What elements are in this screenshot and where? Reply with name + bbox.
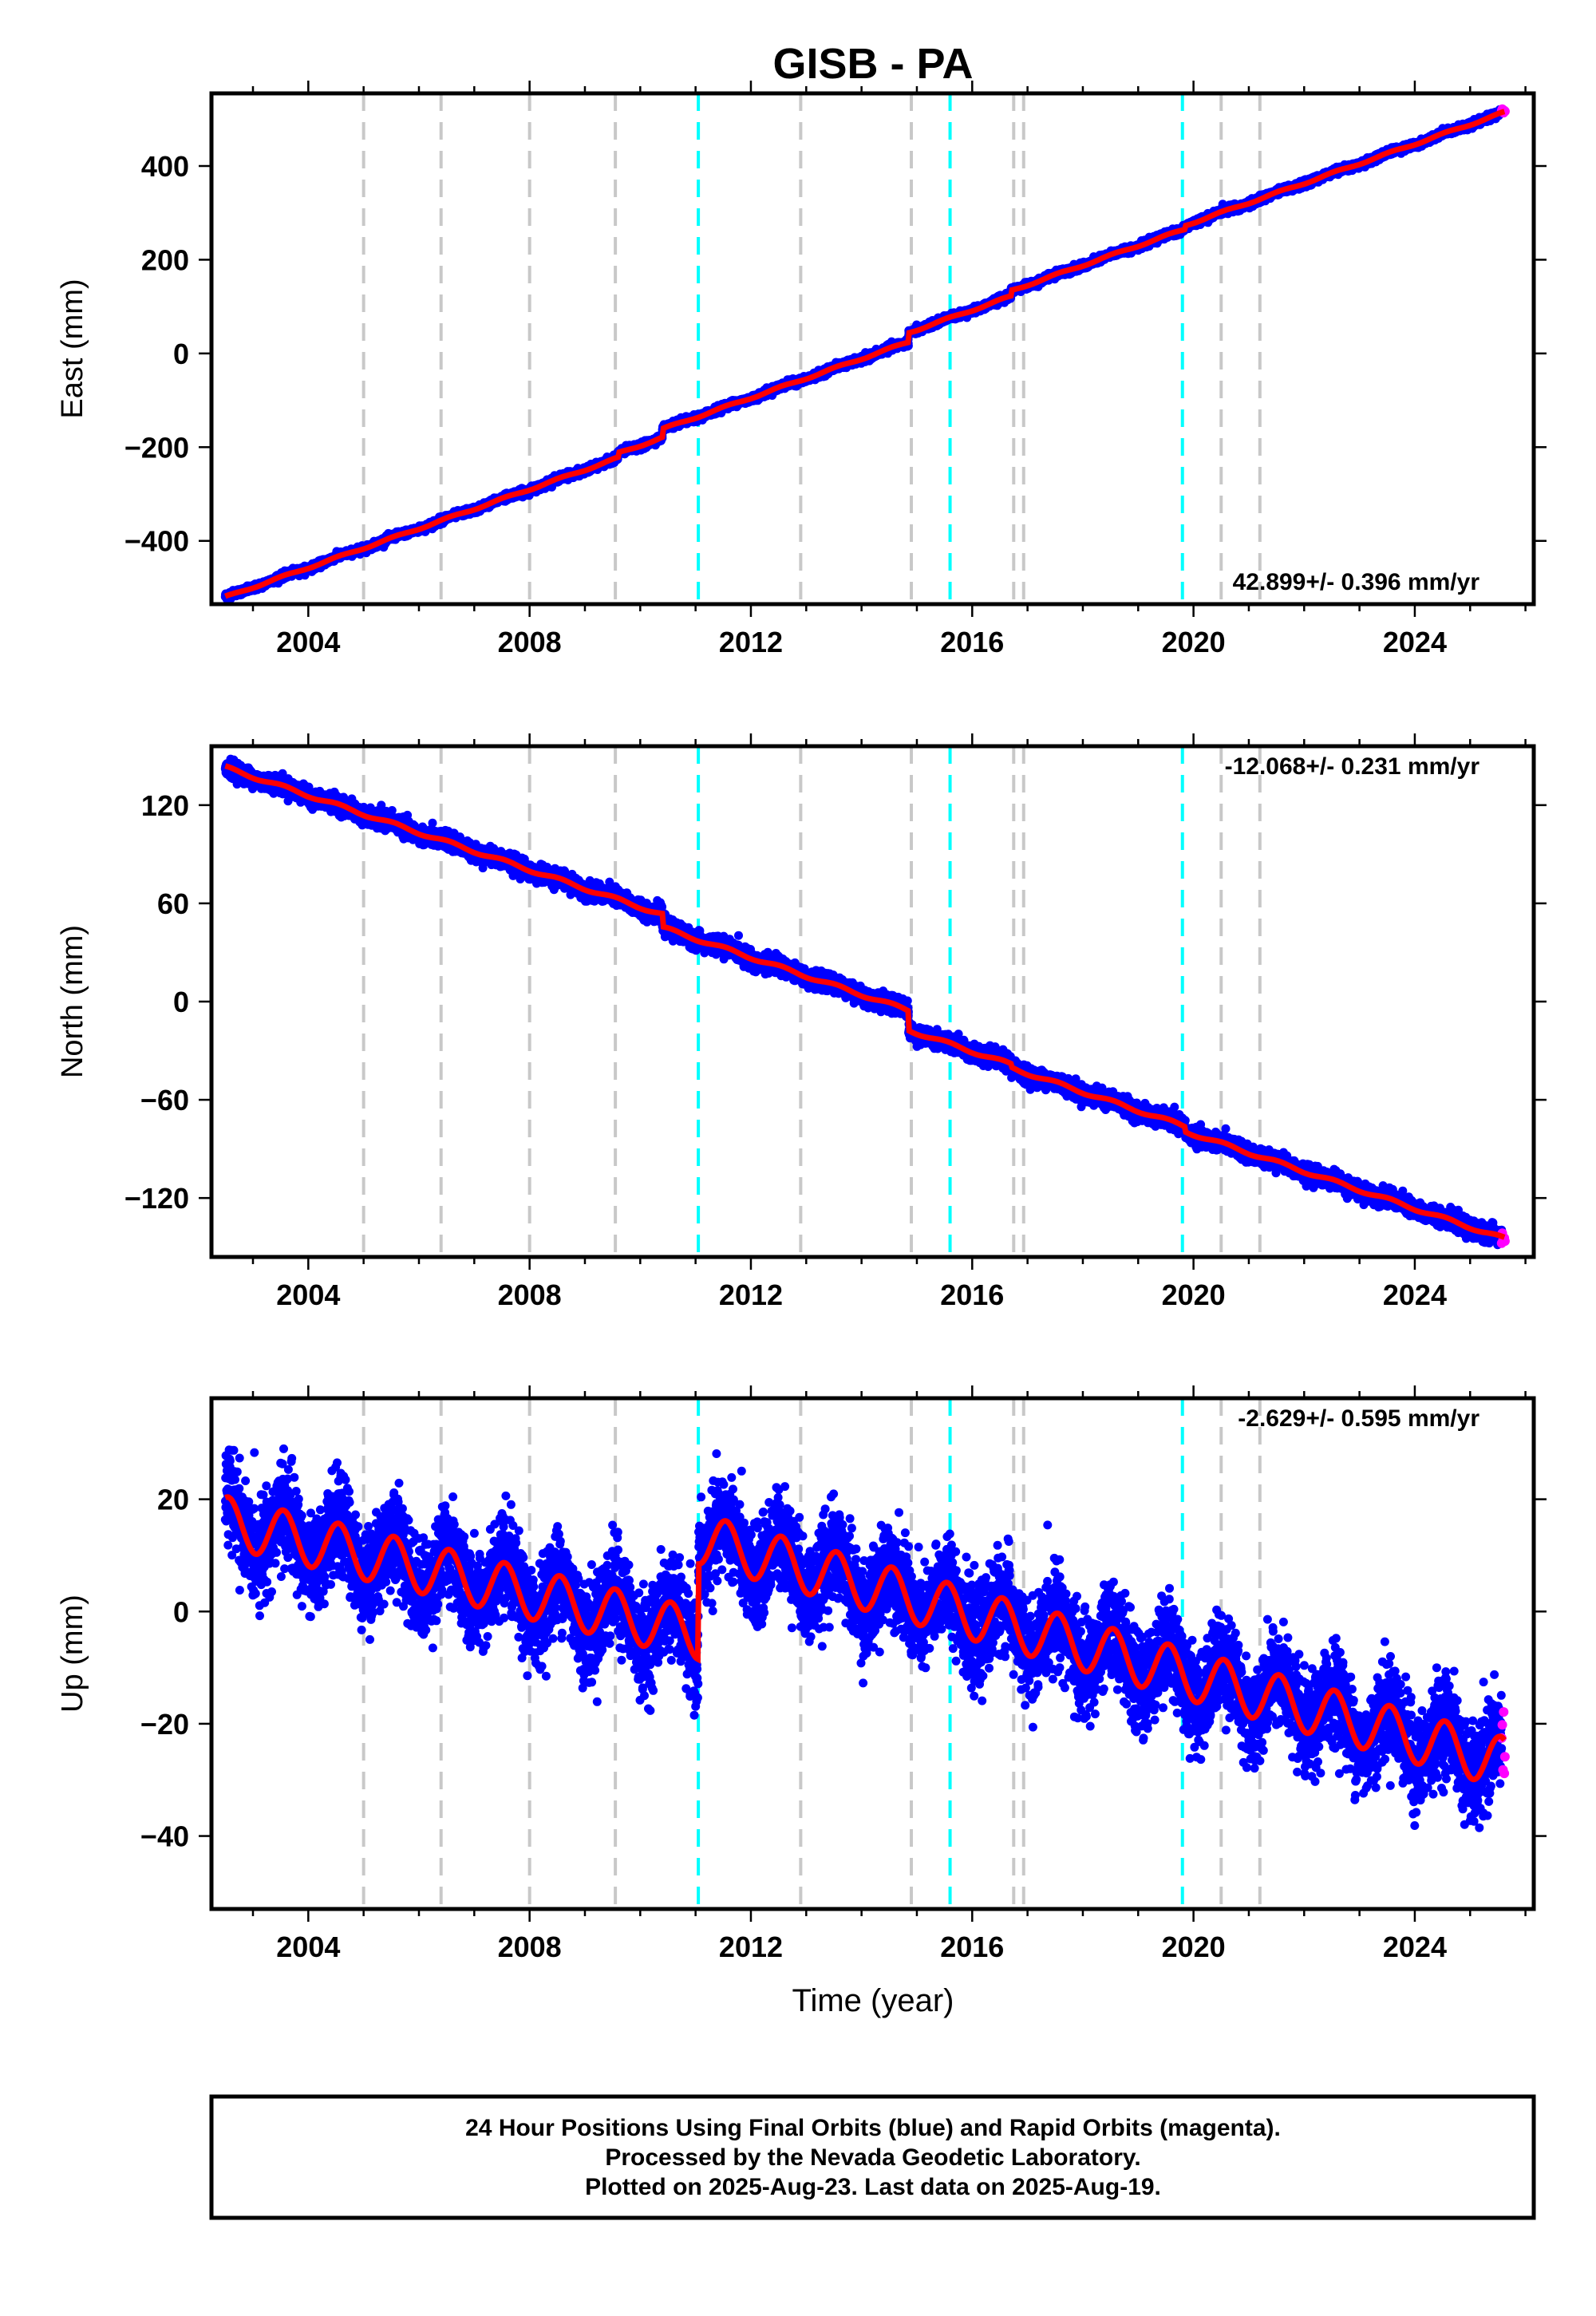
plot-area-east <box>220 93 1510 604</box>
panels: 2004 2008 2012 2016 2020 2024−400−2000200400E… <box>56 81 1547 1963</box>
panel-east: 2004 2008 2012 2016 2020 2024−400−2000200400E… <box>56 81 1547 658</box>
chart-title: GISB - PA <box>772 40 973 88</box>
